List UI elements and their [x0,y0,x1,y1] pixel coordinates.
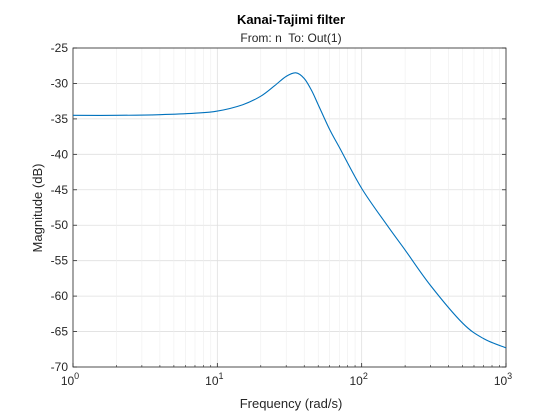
y-tick-label: -35 [51,112,69,126]
grid-lines [72,47,507,368]
x-tick-label: 100 [61,371,79,388]
series-layer [72,72,507,349]
x-tick-base: 10 [494,374,508,388]
x-axis-label: Frequency (rad/s) [240,396,343,411]
y-tick-label: -60 [51,289,69,303]
y-tick-label: -25 [51,41,69,55]
x-tick-exponent: 0 [74,371,79,381]
plot-area-frame [72,47,507,368]
x-tick-label: 102 [349,371,367,388]
x-tick-base: 10 [61,374,75,388]
x-tick-label: 103 [494,371,512,388]
x-tick-exponent: 3 [507,371,512,381]
magnitude-series-line [72,72,507,349]
chart-subtitle: From: n To: Out(1) [240,31,341,45]
chart-title: Kanai-Tajimi filter [237,12,345,27]
y-tick-label: -55 [51,254,69,268]
x-tick-base: 10 [205,374,219,388]
y-tick-label: -50 [51,218,69,232]
x-tick-exponent: 1 [219,371,224,381]
x-tick-label: 101 [205,371,223,388]
x-tick-base: 10 [349,374,363,388]
y-tick-label: -30 [51,76,69,90]
y-tick-label: -45 [51,183,69,197]
y-tick-label: -40 [51,147,69,161]
y-tick-label: -65 [51,325,69,339]
y-axis-label: Magnitude (dB) [30,164,45,253]
x-tick-exponent: 2 [363,371,368,381]
y-tick-label: -70 [51,360,69,374]
